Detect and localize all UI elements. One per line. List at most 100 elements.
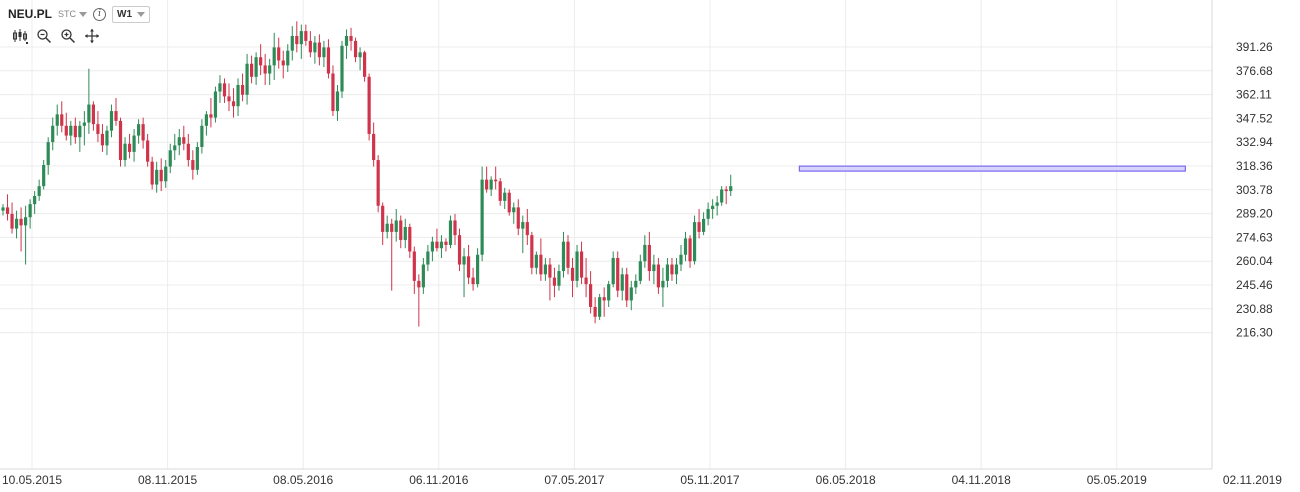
candle-body bbox=[399, 220, 403, 241]
candle-body bbox=[643, 244, 647, 262]
candle bbox=[552, 267, 557, 298]
candle-body bbox=[51, 125, 55, 143]
candle-body bbox=[634, 280, 638, 288]
candle bbox=[96, 111, 100, 143]
candle-body bbox=[611, 258, 615, 285]
candle bbox=[702, 212, 706, 236]
candle-body bbox=[200, 125, 204, 147]
candle-body bbox=[507, 192, 511, 213]
candles-icon[interactable] bbox=[12, 28, 28, 44]
candle bbox=[412, 246, 416, 294]
candle-body bbox=[598, 297, 602, 317]
candle-body bbox=[173, 145, 177, 151]
candle bbox=[534, 251, 538, 275]
candle-body bbox=[584, 277, 588, 285]
interval-select[interactable]: W1 bbox=[112, 5, 151, 23]
candle-body bbox=[679, 254, 683, 265]
candle-body bbox=[448, 220, 453, 245]
candle bbox=[417, 274, 421, 327]
candle-body bbox=[480, 179, 484, 255]
candle bbox=[14, 210, 19, 239]
candle-body bbox=[109, 111, 114, 131]
zoom-in-icon[interactable] bbox=[60, 28, 76, 44]
candle-body bbox=[453, 220, 457, 236]
candle-body bbox=[530, 235, 534, 268]
chart-type-select[interactable]: STC bbox=[58, 9, 88, 19]
zoom-out-icon[interactable] bbox=[36, 28, 52, 44]
candle bbox=[616, 251, 620, 298]
candle-body bbox=[281, 60, 285, 66]
candle-body bbox=[498, 181, 502, 201]
candle bbox=[629, 280, 633, 311]
candle bbox=[720, 186, 724, 206]
candle bbox=[457, 228, 462, 272]
candle-body bbox=[14, 218, 19, 229]
y-axis: 391.26 376.68 362.11 347.52 332.94 318.36 303.… bbox=[1236, 40, 1273, 340]
candle-body bbox=[46, 142, 50, 165]
candle bbox=[326, 39, 331, 79]
candle-body bbox=[471, 277, 475, 285]
candle-body bbox=[552, 277, 557, 286]
candle-body bbox=[439, 241, 444, 249]
candle bbox=[254, 52, 258, 85]
candle bbox=[634, 274, 638, 294]
candle-body bbox=[105, 130, 109, 146]
candle bbox=[575, 244, 579, 288]
candle bbox=[439, 235, 444, 259]
candle-body bbox=[711, 205, 715, 210]
candle-body bbox=[164, 166, 168, 182]
info-icon[interactable]: i bbox=[93, 7, 107, 21]
candle bbox=[87, 68, 91, 134]
candle bbox=[33, 191, 37, 214]
x-tick-label: 04.11.2018 bbox=[952, 473, 1011, 487]
candle bbox=[344, 29, 349, 59]
candle-body bbox=[277, 47, 281, 61]
candle-body bbox=[19, 218, 23, 226]
candle bbox=[146, 133, 150, 167]
move-icon[interactable] bbox=[84, 28, 100, 44]
candle-body bbox=[177, 137, 181, 146]
resistance-zone[interactable] bbox=[798, 165, 1186, 172]
x-tick-label: 08.11.2015 bbox=[138, 473, 197, 487]
candle bbox=[462, 248, 466, 298]
candle bbox=[561, 231, 566, 278]
candle-body bbox=[10, 213, 14, 229]
candle-body bbox=[534, 254, 538, 268]
candle-body bbox=[579, 251, 584, 278]
candle bbox=[399, 215, 403, 249]
candle bbox=[426, 244, 430, 272]
x-tick-label: 06.05.2018 bbox=[816, 473, 876, 487]
x-tick-label: 08.05.2016 bbox=[273, 473, 333, 487]
candle bbox=[598, 293, 602, 321]
candle bbox=[507, 189, 511, 216]
candle-body bbox=[308, 40, 312, 53]
grid bbox=[0, 0, 1213, 470]
candle bbox=[376, 155, 380, 213]
candle-body bbox=[706, 209, 710, 219]
candle bbox=[349, 27, 353, 51]
candle-body bbox=[353, 40, 358, 58]
candle bbox=[51, 117, 55, 151]
candle bbox=[525, 209, 529, 245]
candle bbox=[724, 186, 728, 205]
candle-body bbox=[412, 251, 416, 281]
candle-body bbox=[656, 264, 660, 288]
candle-body bbox=[204, 114, 208, 126]
candle bbox=[209, 98, 213, 128]
candle bbox=[281, 50, 285, 79]
candle bbox=[10, 202, 14, 234]
candle bbox=[593, 297, 597, 324]
candle-body bbox=[421, 264, 425, 288]
candle bbox=[295, 21, 299, 53]
y-tick-label: 216.30 bbox=[1236, 326, 1273, 340]
candle-body bbox=[385, 223, 389, 232]
candle-body bbox=[82, 122, 86, 126]
candle-body bbox=[123, 143, 127, 161]
candle-body bbox=[444, 241, 448, 245]
candle bbox=[679, 244, 683, 272]
candle bbox=[620, 267, 624, 301]
candle bbox=[372, 122, 376, 167]
candle bbox=[607, 280, 611, 307]
candle bbox=[503, 187, 507, 210]
